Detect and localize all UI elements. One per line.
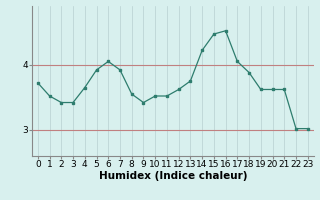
X-axis label: Humidex (Indice chaleur): Humidex (Indice chaleur) (99, 171, 247, 181)
